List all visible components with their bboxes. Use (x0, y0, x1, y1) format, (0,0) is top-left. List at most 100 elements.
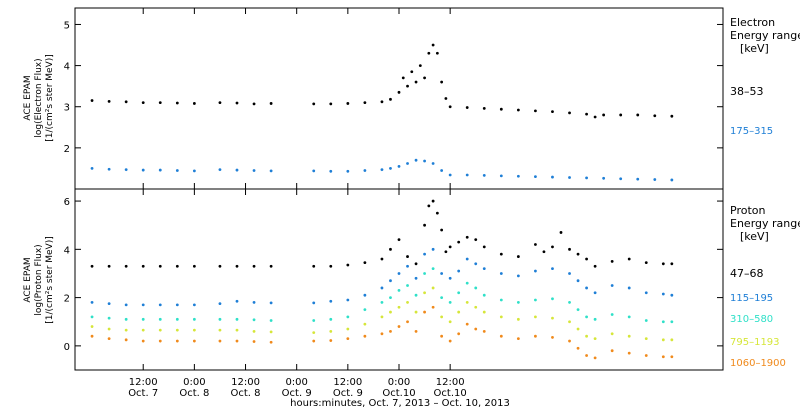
electron-series-0-point (482, 106, 486, 110)
proton-series-4-point (516, 337, 520, 341)
electron-series-1-point (235, 168, 239, 172)
proton-series-1-point (252, 301, 256, 304)
proton-series-3-point (585, 334, 588, 338)
electron-series-1-point (329, 169, 333, 173)
electron-series-1-point (406, 162, 409, 165)
proton-series-0-point (90, 264, 94, 268)
proton-series-4-point (610, 349, 614, 353)
proton-series-2-point (107, 316, 111, 320)
proton-series-2-point (175, 317, 179, 321)
proton-series-0-point (431, 199, 435, 203)
x-tick-date-label: Oct.10 (434, 388, 467, 399)
electron-series-0-point (141, 101, 145, 105)
electron-series-0-point (410, 70, 414, 74)
electron-y-label-line1: ACE EPAM (23, 75, 33, 120)
proton-series-4-point (329, 339, 333, 342)
proton-series-4-point (218, 339, 222, 343)
proton-series-3-point (389, 310, 392, 314)
proton-series-4-point (363, 334, 367, 338)
electron-series-1-point (363, 169, 367, 172)
proton-series-2-point (389, 296, 392, 299)
electron-series-0-point (158, 101, 162, 105)
electron-series-1-point (269, 169, 273, 173)
proton-series-1-point (610, 284, 614, 287)
electron-series-0-point (363, 101, 367, 105)
proton-series-2-point (346, 315, 350, 319)
proton-series-4-point (124, 338, 128, 342)
proton-series-3-point (644, 337, 648, 341)
proton-series-1-point (627, 286, 631, 290)
electron-series-0-point (435, 51, 439, 55)
proton-series-0-point (542, 250, 546, 254)
electron-series-1-point (218, 168, 222, 172)
proton-series-0-point (406, 255, 409, 258)
electron-series-0-point (585, 112, 588, 116)
proton-series-2-point (235, 317, 239, 321)
electron-series-0-point (653, 114, 657, 118)
proton-series-0-point (670, 262, 674, 266)
electron-series-0-point (175, 101, 179, 105)
x-tick-time-label: 12:00 (436, 377, 465, 388)
x-tick-date-label: Oct. 7 (128, 388, 158, 399)
electron-series-0-point (312, 102, 316, 106)
proton-series-2-point (158, 317, 162, 321)
proton-series-4-point (312, 339, 316, 343)
proton-series-3-point (380, 315, 384, 319)
proton-series-3-point (363, 322, 367, 326)
proton-series-4-point (440, 334, 444, 338)
proton-series-0-point (516, 255, 520, 258)
proton-y-label: ACE EPAM log(Proton Flux) [1/(cm²s ster … (23, 236, 55, 323)
proton-series-3-point (397, 305, 401, 309)
proton-series-3-point (610, 332, 614, 336)
proton-y-tick-label: 4 (64, 245, 70, 256)
electron-series-1-point (141, 168, 145, 172)
proton-series-3-point (474, 305, 478, 309)
proton-series-4-point (414, 329, 418, 333)
proton-series-2-point (627, 315, 631, 319)
proton-series-3-point (124, 328, 128, 332)
proton-series-0-point (329, 264, 333, 268)
electron-series-0-point (636, 113, 640, 117)
proton-series-1-point (397, 272, 401, 275)
electron-series-0-point (380, 100, 384, 104)
proton-series-1-point (534, 269, 537, 273)
x-tick-time-label: 12:00 (333, 377, 362, 388)
proton-series-2-point (593, 317, 597, 321)
electron-series-0-point (401, 76, 405, 80)
proton-series-3-point (107, 327, 111, 331)
proton-series-4-point (585, 354, 588, 357)
proton-series-3-point (448, 320, 452, 324)
proton-series-1-point (329, 299, 333, 303)
electron-series-0-point (465, 106, 469, 109)
proton-series-2-point (670, 320, 674, 324)
proton-series-1-point (593, 291, 597, 295)
proton-series-2-point (499, 298, 503, 302)
electron-series-1-point (389, 167, 392, 170)
electron-series-1-point (397, 164, 401, 168)
proton-series-0-point (312, 264, 316, 268)
proton-legend-115-195: 115–195 (730, 293, 773, 304)
proton-series-4-point (627, 351, 631, 355)
proton-series-2-point (397, 288, 401, 292)
proton-series-1-point (192, 303, 196, 307)
proton-series-3-point (482, 310, 486, 314)
proton-series-1-point (474, 262, 478, 266)
proton-series-2-point (585, 315, 588, 319)
x-tick-date-label: Oct.10 (382, 388, 415, 399)
x-tick-time-label: 12:00 (129, 377, 158, 388)
electron-series-0-point (389, 97, 392, 101)
electron-y-tick-label: 2 (64, 144, 70, 155)
proton-series-1-point (585, 286, 588, 290)
proton-series-1-point (448, 276, 452, 280)
proton-series-1-point (551, 267, 554, 271)
electron-series-1-point (380, 168, 384, 172)
proton-series-2-point (465, 281, 469, 285)
electron-series-0-point (516, 108, 520, 112)
proton-series-2-point (141, 317, 145, 321)
electron-series-0-point (192, 102, 196, 105)
proton-series-0-point (499, 252, 503, 256)
proton-series-4-point (406, 320, 409, 324)
electron-y-tick-label: 4 (64, 62, 70, 73)
proton-series-1-point (363, 293, 367, 297)
proton-series-1-point (440, 272, 444, 275)
